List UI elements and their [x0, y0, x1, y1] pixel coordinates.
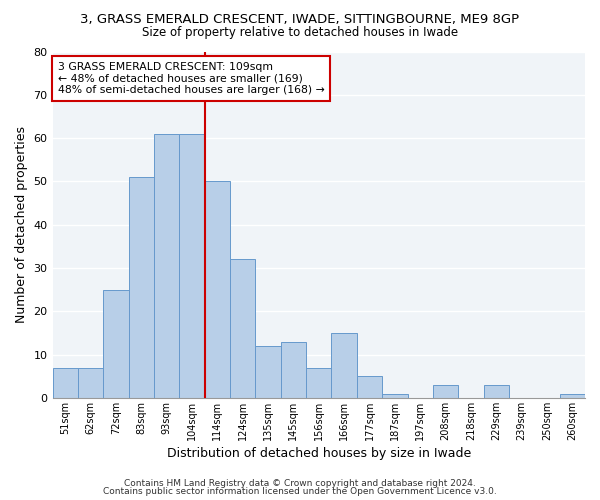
Text: Size of property relative to detached houses in Iwade: Size of property relative to detached ho…: [142, 26, 458, 39]
Bar: [154, 134, 179, 398]
Bar: [205, 182, 230, 398]
Bar: [53, 368, 78, 398]
Bar: [281, 342, 306, 398]
Bar: [382, 394, 407, 398]
Text: Contains public sector information licensed under the Open Government Licence v3: Contains public sector information licen…: [103, 487, 497, 496]
Y-axis label: Number of detached properties: Number of detached properties: [15, 126, 28, 323]
Bar: [230, 260, 256, 398]
Bar: [484, 385, 509, 398]
Bar: [78, 368, 103, 398]
X-axis label: Distribution of detached houses by size in Iwade: Distribution of detached houses by size …: [167, 447, 471, 460]
Bar: [560, 394, 585, 398]
Bar: [179, 134, 205, 398]
Bar: [357, 376, 382, 398]
Bar: [331, 333, 357, 398]
Text: Contains HM Land Registry data © Crown copyright and database right 2024.: Contains HM Land Registry data © Crown c…: [124, 478, 476, 488]
Bar: [103, 290, 128, 398]
Text: 3 GRASS EMERALD CRESCENT: 109sqm
← 48% of detached houses are smaller (169)
48% : 3 GRASS EMERALD CRESCENT: 109sqm ← 48% o…: [58, 62, 325, 95]
Bar: [128, 177, 154, 398]
Bar: [433, 385, 458, 398]
Bar: [256, 346, 281, 398]
Text: 3, GRASS EMERALD CRESCENT, IWADE, SITTINGBOURNE, ME9 8GP: 3, GRASS EMERALD CRESCENT, IWADE, SITTIN…: [80, 12, 520, 26]
Bar: [306, 368, 331, 398]
